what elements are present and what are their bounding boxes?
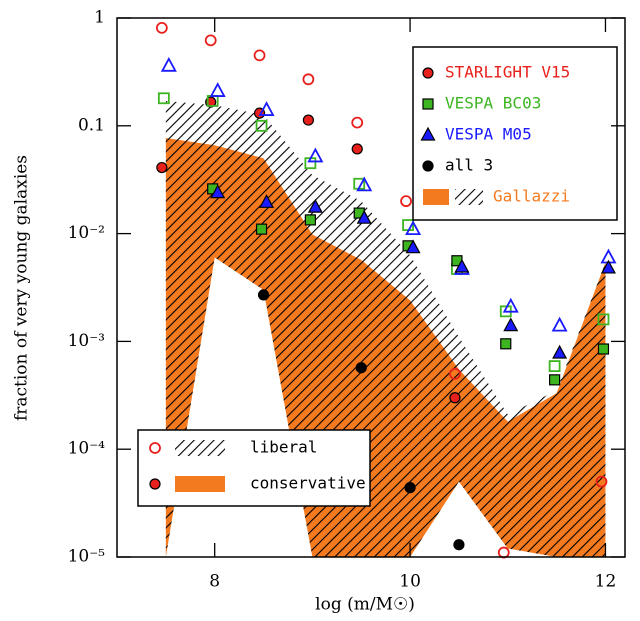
legend-label: VESPA BC03 <box>445 94 541 113</box>
point <box>302 73 315 86</box>
point <box>356 176 373 192</box>
bands <box>165 100 606 557</box>
y-tick-label: 0.1 <box>78 115 105 135</box>
point <box>551 316 568 332</box>
point <box>449 367 461 380</box>
point <box>302 114 314 126</box>
band-liberal_upper <box>165 100 606 557</box>
point <box>422 160 434 172</box>
point <box>420 126 436 141</box>
y-tick-label: 10⁻² <box>68 223 105 243</box>
point <box>149 442 161 454</box>
point <box>307 198 323 213</box>
y-axis-label: fraction of very young galaxies <box>12 155 32 421</box>
point <box>149 478 161 490</box>
point <box>422 67 434 79</box>
legend-swatch <box>455 189 483 205</box>
point <box>595 475 608 488</box>
point <box>600 259 616 274</box>
point <box>160 56 177 72</box>
y-tick-label: 10⁻⁴ <box>68 439 106 459</box>
x-tick-label: 10 <box>399 572 421 592</box>
point <box>404 482 416 494</box>
point <box>157 92 170 105</box>
point <box>405 220 422 236</box>
point <box>597 313 610 326</box>
y-tick-label: 1 <box>94 8 105 28</box>
style-swatch <box>175 476 225 492</box>
point <box>253 49 266 62</box>
point <box>502 297 519 313</box>
plot-frame <box>116 17 626 558</box>
x-axis-label: log (m/M☉) <box>315 595 415 615</box>
point <box>422 98 434 110</box>
point <box>405 239 421 254</box>
point <box>304 214 316 226</box>
point <box>356 209 372 224</box>
point <box>155 21 168 34</box>
point <box>257 289 270 301</box>
point <box>209 82 226 97</box>
point <box>400 195 412 208</box>
point <box>156 161 168 174</box>
x-tick-label: 12 <box>595 572 617 592</box>
point <box>552 344 568 359</box>
point <box>453 539 465 551</box>
point <box>355 362 367 374</box>
point <box>351 143 363 155</box>
point <box>204 34 217 47</box>
point <box>258 101 275 116</box>
point <box>259 194 275 208</box>
x-tick-label: 8 <box>209 572 220 592</box>
style-swatch <box>175 440 225 456</box>
point <box>210 184 226 199</box>
style-label: conservative <box>250 474 366 493</box>
point <box>454 258 470 273</box>
legend-label: STARLIGHT V15 <box>445 63 570 82</box>
point <box>449 392 461 404</box>
point <box>497 546 510 559</box>
point <box>597 343 610 355</box>
point <box>500 338 512 350</box>
point <box>351 116 364 129</box>
legend-label: Gallazzi <box>493 187 570 206</box>
y-tick-label: 10⁻⁵ <box>68 547 106 567</box>
point <box>548 360 561 373</box>
point <box>255 119 268 132</box>
point <box>307 147 324 163</box>
legend-label: all 3 <box>445 156 493 175</box>
y-tick-label: 10⁻³ <box>68 331 105 351</box>
point <box>549 374 561 386</box>
point <box>503 317 519 332</box>
legend-swatch <box>423 189 449 205</box>
style-label: liberal <box>250 438 317 457</box>
legend-label: VESPA M05 <box>445 125 532 144</box>
point <box>255 223 268 235</box>
